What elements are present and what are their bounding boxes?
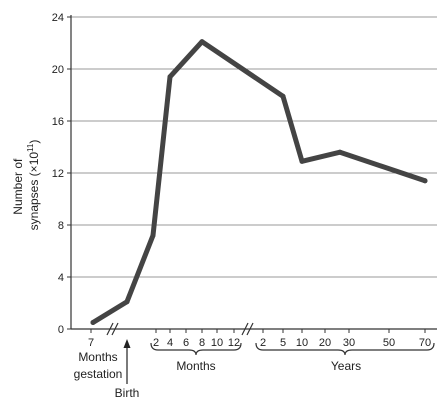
- months-group-label: Months: [176, 359, 215, 373]
- x-tick-label: 2: [153, 337, 159, 349]
- group-brackets: [150, 342, 435, 356]
- data-point: [299, 158, 305, 164]
- birth-label: Birth: [115, 386, 140, 400]
- data-point: [422, 178, 428, 184]
- x-tick-label: 70: [419, 337, 431, 349]
- grid-lines: [71, 16, 437, 278]
- data-point: [280, 93, 286, 99]
- y-tick-label: 16: [52, 116, 64, 128]
- y-tick-label: 24: [52, 12, 64, 24]
- x-tick-label: 50: [383, 337, 395, 349]
- months-bracket: [150, 342, 242, 356]
- axes: [70, 15, 437, 330]
- y-axis-label: Number of synapses (×1011): [11, 140, 41, 231]
- data-point: [337, 149, 343, 155]
- years-bracket: [255, 342, 435, 356]
- y-tick-label: 20: [52, 64, 64, 76]
- y-tick-label: 12: [52, 168, 64, 180]
- x-tick-labels: 7 2 4 6 8 10 12 2 5 10 20 30 50 70: [88, 329, 431, 349]
- years-group-label: Years: [331, 359, 361, 373]
- axis-break-mark: [241, 322, 249, 336]
- gestation-label-line2: gestation: [74, 367, 123, 381]
- axis-breaks: [106, 322, 254, 336]
- x-tick-label: 6: [183, 337, 189, 349]
- series-line: [90, 39, 428, 325]
- x-tick-label: 20: [319, 337, 331, 349]
- y-tick-label: 0: [58, 324, 64, 336]
- axis-break-mark: [106, 322, 114, 336]
- x-tick-label: 4: [167, 337, 173, 349]
- data-point: [150, 232, 156, 238]
- series-layer: [90, 39, 428, 325]
- birth-arrow: [123, 339, 131, 384]
- data-point: [167, 74, 173, 80]
- x-tick-label: 30: [343, 337, 355, 349]
- x-tick-label: 5: [280, 337, 286, 349]
- y-tick-label: 4: [58, 272, 64, 284]
- y-tick-labels: 0 4 8 12 16 20 24: [52, 12, 71, 336]
- x-tick-label: 10: [296, 337, 308, 349]
- axis-break-mark: [246, 322, 254, 336]
- x-tick-label: 2: [260, 337, 266, 349]
- data-point: [90, 320, 96, 325]
- x-tick-label: 10: [211, 337, 223, 349]
- data-point: [124, 299, 130, 305]
- x-tick-label: 8: [199, 337, 205, 349]
- axis-break-mark: [111, 322, 119, 336]
- x-tick-label: 12: [228, 337, 240, 349]
- y-tick-label: 8: [58, 220, 64, 232]
- gestation-label-line1: Months: [78, 350, 117, 364]
- data-point: [199, 39, 205, 45]
- x-tick-label: 7: [88, 337, 94, 349]
